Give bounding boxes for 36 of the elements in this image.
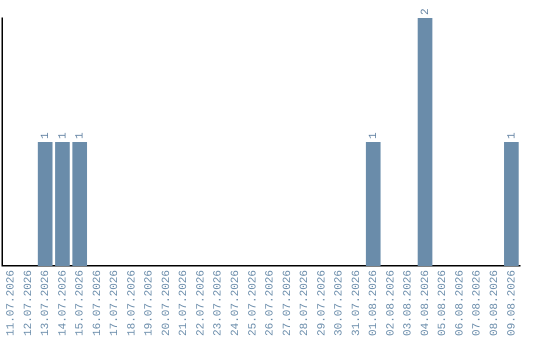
x-tick-label: 06.08.2026 xyxy=(454,270,466,336)
x-tick-label: 16.07.2026 xyxy=(92,270,104,336)
x-tick-label: 29.07.2026 xyxy=(316,270,328,336)
data-label: 1 xyxy=(368,132,380,139)
x-tick-label: 24.07.2026 xyxy=(230,270,242,336)
data-label: 1 xyxy=(40,132,52,139)
x-tick-label: 30.07.2026 xyxy=(334,270,346,336)
x-tick-label: 14.07.2026 xyxy=(57,270,70,336)
x-tick-label: 01.08.2026 xyxy=(368,270,380,336)
x-tick-label: 08.08.2026 xyxy=(489,270,502,336)
data-label: 2 xyxy=(420,8,432,15)
x-tick-label: 20.07.2026 xyxy=(160,270,173,336)
x-tick-label: 21.07.2026 xyxy=(178,270,190,336)
data-label: 1 xyxy=(506,132,518,139)
x-tick-label: 15.07.2026 xyxy=(74,270,87,336)
x-tick-label: 22.07.2026 xyxy=(195,270,208,336)
x-tick-label: 02.08.2026 xyxy=(385,270,398,336)
x-tick-label: 17.07.2026 xyxy=(109,270,122,336)
x-tick-label: 07.08.2026 xyxy=(472,270,484,336)
x-tick-label: 25.07.2026 xyxy=(247,270,260,336)
x-tick-label: 12.07.2026 xyxy=(22,270,35,336)
x-tick-label: 13.07.2026 xyxy=(40,270,52,336)
x-tick-label: 03.08.2026 xyxy=(402,270,415,336)
x-tick-label: 31.07.2026 xyxy=(350,270,363,336)
x-tick-label: 11.07.2026 xyxy=(6,270,18,336)
x-tick-label: 27.07.2026 xyxy=(282,270,294,336)
x-tick-label: 05.08.2026 xyxy=(437,270,450,336)
data-label: 1 xyxy=(57,132,70,139)
x-tick-label: 26.07.2026 xyxy=(264,270,277,336)
data-label: 1 xyxy=(74,132,87,139)
x-tick-label: 18.07.2026 xyxy=(126,270,138,336)
x-tick-label: 19.07.2026 xyxy=(144,270,156,336)
x-tick-label: 04.08.2026 xyxy=(420,270,432,336)
x-tick-label: 09.08.2026 xyxy=(506,270,518,336)
x-tick-label: 23.07.2026 xyxy=(212,270,225,336)
x-tick-label: 28.07.2026 xyxy=(299,270,312,336)
